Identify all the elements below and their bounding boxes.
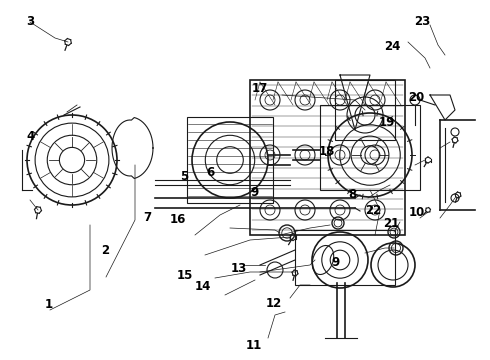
Text: 4: 4 xyxy=(26,130,34,143)
Text: 23: 23 xyxy=(414,15,431,28)
Text: 11: 11 xyxy=(245,339,262,352)
Bar xyxy=(320,105,420,190)
Text: 12: 12 xyxy=(265,297,282,310)
Bar xyxy=(187,117,273,203)
Text: 9: 9 xyxy=(332,256,340,269)
Text: 15: 15 xyxy=(177,269,194,282)
Text: 16: 16 xyxy=(169,213,186,226)
Text: 13: 13 xyxy=(230,262,247,275)
Text: 5: 5 xyxy=(180,170,188,183)
Bar xyxy=(335,80,395,140)
Text: 3: 3 xyxy=(26,15,34,28)
Text: 7: 7 xyxy=(143,211,151,224)
Text: 19: 19 xyxy=(379,116,395,129)
Text: 1: 1 xyxy=(45,298,53,311)
Text: 18: 18 xyxy=(319,145,336,158)
Text: 20: 20 xyxy=(408,91,425,104)
Bar xyxy=(295,230,395,285)
Text: 22: 22 xyxy=(365,204,382,217)
Bar xyxy=(250,80,405,235)
Text: 6: 6 xyxy=(207,166,215,179)
Text: 9: 9 xyxy=(251,186,259,199)
Text: 14: 14 xyxy=(195,280,212,293)
Text: 8: 8 xyxy=(349,188,357,201)
Text: 17: 17 xyxy=(251,82,268,95)
Text: 10: 10 xyxy=(408,206,425,219)
Text: 2: 2 xyxy=(101,244,109,257)
Text: 21: 21 xyxy=(383,217,399,230)
Text: 24: 24 xyxy=(384,40,400,53)
